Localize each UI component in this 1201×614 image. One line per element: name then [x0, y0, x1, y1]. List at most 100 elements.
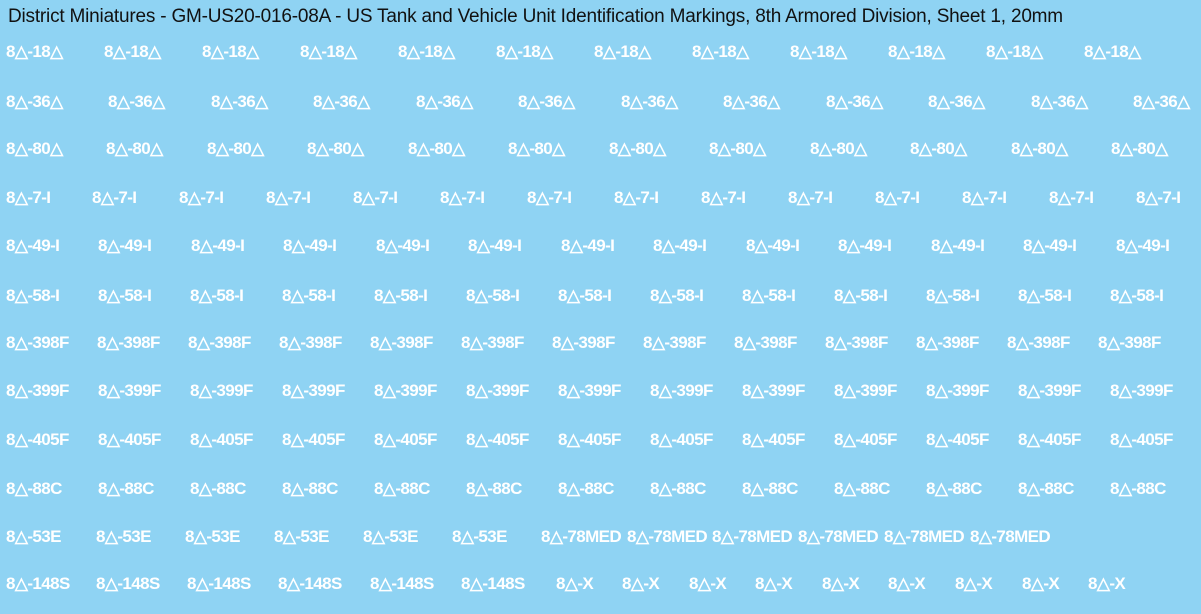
- decal-marking: 8△-88C: [650, 479, 706, 498]
- decal-marking: 8△-88C: [742, 479, 798, 498]
- decal-row: 8△-148S 8△-148S 8△-148S 8△-148S 8△-148S 8△-14…: [0, 574, 1201, 614]
- decal-marking: 8△-88C: [466, 479, 522, 498]
- decal-marking: 8△-7-I: [92, 188, 137, 207]
- decal-marking: 8△-405F: [466, 430, 529, 449]
- decal-marking: 8△-7-I: [875, 188, 920, 207]
- decal-marking: 8△-405F: [1018, 430, 1081, 449]
- decal-marking: 8△-53E: [452, 527, 507, 546]
- decal-marking: 8△-80△: [106, 139, 163, 158]
- decal-marking: 8△-7-I: [440, 188, 485, 207]
- decal-marking: 8△-36△: [723, 92, 780, 111]
- decal-marking: 8△-88C: [282, 479, 338, 498]
- decal-marking: 8△-398F: [734, 333, 797, 352]
- decal-marking: 8△-88C: [1018, 479, 1074, 498]
- decal-marking: 8△-18△: [790, 42, 847, 61]
- decal-marking: 8△-18△: [300, 42, 357, 61]
- decal-marking: 8△-58-I: [1018, 286, 1072, 305]
- decal-marking: 8△-X: [1022, 574, 1060, 593]
- decal-marking: 8△-58-I: [834, 286, 888, 305]
- decal-row: 8△-398F 8△-398F 8△-398F 8△-398F 8△-398F 8△-39…: [0, 333, 1201, 373]
- decal-marking: 8△-58-I: [1110, 286, 1164, 305]
- decal-marking: 8△-49-I: [931, 236, 985, 255]
- decal-marking: 8△-148S: [278, 574, 342, 593]
- decal-marking: 8△-18△: [888, 42, 945, 61]
- decal-marking: 8△-53E: [6, 527, 61, 546]
- decal-row: 8△-36△ 8△-36△ 8△-36△ 8△-36△ 8△-36△ 8△-36△ 8△-3…: [0, 92, 1201, 132]
- decal-marking: 8△-X: [822, 574, 860, 593]
- decal-marking: 8△-398F: [370, 333, 433, 352]
- decal-marking: 8△-78MED: [541, 527, 622, 546]
- decal-marking: 8△-399F: [558, 381, 621, 400]
- decal-marking: 8△-49-I: [653, 236, 707, 255]
- decal-marking: 8△-X: [689, 574, 727, 593]
- decal-marking: 8△-X: [556, 574, 594, 593]
- decal-marking: 8△-399F: [1110, 381, 1173, 400]
- decal-marking: 8△-80△: [1111, 139, 1168, 158]
- decal-marking: 8△-399F: [742, 381, 805, 400]
- decal-marking: 8△-405F: [926, 430, 989, 449]
- decal-marking: 8△-88C: [98, 479, 154, 498]
- decal-marking: 8△-53E: [274, 527, 329, 546]
- decal-marking: 8△-7-I: [353, 188, 398, 207]
- decal-marking: 8△-78MED: [712, 527, 793, 546]
- decal-marking: 8△-18△: [594, 42, 651, 61]
- decal-row: 8△-399F 8△-399F 8△-399F 8△-399F 8△-399F 8△-39…: [0, 381, 1201, 421]
- decal-marking: 8△-18△: [986, 42, 1043, 61]
- decal-marking: 8△-36△: [108, 92, 165, 111]
- decal-marking: 8△-7-I: [179, 188, 224, 207]
- decal-row: 8△-58-I 8△-58-I 8△-58-I 8△-58-I 8△-58-I 8△-58…: [0, 286, 1201, 326]
- decal-marking: 8△-399F: [1018, 381, 1081, 400]
- decal-row: 8△-18△ 8△-18△ 8△-18△ 8△-18△ 8△-18△ 8△-18△ 8△-1…: [0, 42, 1201, 82]
- decal-marking: 8△-36△: [211, 92, 268, 111]
- decal-marking: 8△-80△: [408, 139, 465, 158]
- decal-marking: 8△-148S: [96, 574, 160, 593]
- decal-marking: 8△-36△: [518, 92, 575, 111]
- decal-marking: 8△-399F: [282, 381, 345, 400]
- decal-marking: 8△-398F: [6, 333, 69, 352]
- decal-marking: 8△-88C: [834, 479, 890, 498]
- decal-marking: 8△-80△: [910, 139, 967, 158]
- decal-marking: 8△-398F: [1098, 333, 1161, 352]
- decal-marking: 8△-399F: [466, 381, 529, 400]
- decal-marking: 8△-49-I: [283, 236, 337, 255]
- decal-marking: 8△-88C: [1110, 479, 1166, 498]
- decal-marking: 8△-36△: [928, 92, 985, 111]
- decal-marking: 8△-80△: [6, 139, 63, 158]
- decal-row: 8△-405F 8△-405F 8△-405F 8△-405F 8△-405F 8△-40…: [0, 430, 1201, 470]
- decal-marking: 8△-58-I: [466, 286, 520, 305]
- decal-marking: 8△-78MED: [970, 527, 1051, 546]
- decal-marking: 8△-X: [1088, 574, 1126, 593]
- decal-marking: 8△-405F: [6, 430, 69, 449]
- decal-marking: 8△-148S: [187, 574, 251, 593]
- decal-marking: 8△-58-I: [282, 286, 336, 305]
- decal-marking: 8△-49-I: [468, 236, 522, 255]
- decal-marking: 8△-36△: [1133, 92, 1190, 111]
- decal-marking: 8△-36△: [313, 92, 370, 111]
- decal-marking: 8△-18△: [6, 42, 63, 61]
- decal-marking: 8△-80△: [709, 139, 766, 158]
- decal-marking: 8△-399F: [834, 381, 897, 400]
- decal-marking: 8△-36△: [1031, 92, 1088, 111]
- decal-marking: 8△-58-I: [742, 286, 796, 305]
- decal-marking: 8△-36△: [621, 92, 678, 111]
- decal-marking: 8△-148S: [370, 574, 434, 593]
- decal-marking: 8△-X: [622, 574, 660, 593]
- decal-marking: 8△-398F: [1007, 333, 1070, 352]
- decal-marking: 8△-49-I: [376, 236, 430, 255]
- decal-marking: 8△-58-I: [926, 286, 980, 305]
- decal-marking: 8△-X: [755, 574, 793, 593]
- decal-marking: 8△-X: [955, 574, 993, 593]
- decal-marking: 8△-88C: [926, 479, 982, 498]
- decal-marking: 8△-405F: [1110, 430, 1173, 449]
- decal-marking: 8△-49-I: [838, 236, 892, 255]
- decal-marking: 8△-18△: [202, 42, 259, 61]
- decal-marking: 8△-53E: [185, 527, 240, 546]
- decal-marking: 8△-49-I: [98, 236, 152, 255]
- decal-marking: 8△-399F: [190, 381, 253, 400]
- decal-marking: 8△-399F: [650, 381, 713, 400]
- decal-marking: 8△-398F: [643, 333, 706, 352]
- decal-row: 8△-7-I 8△-7-I 8△-7-I 8△-7-I 8△-7-I 8△-7-I 8△-7…: [0, 188, 1201, 228]
- decal-marking: 8△-88C: [558, 479, 614, 498]
- decal-marking: 8△-7-I: [962, 188, 1007, 207]
- decal-marking: 8△-7-I: [527, 188, 572, 207]
